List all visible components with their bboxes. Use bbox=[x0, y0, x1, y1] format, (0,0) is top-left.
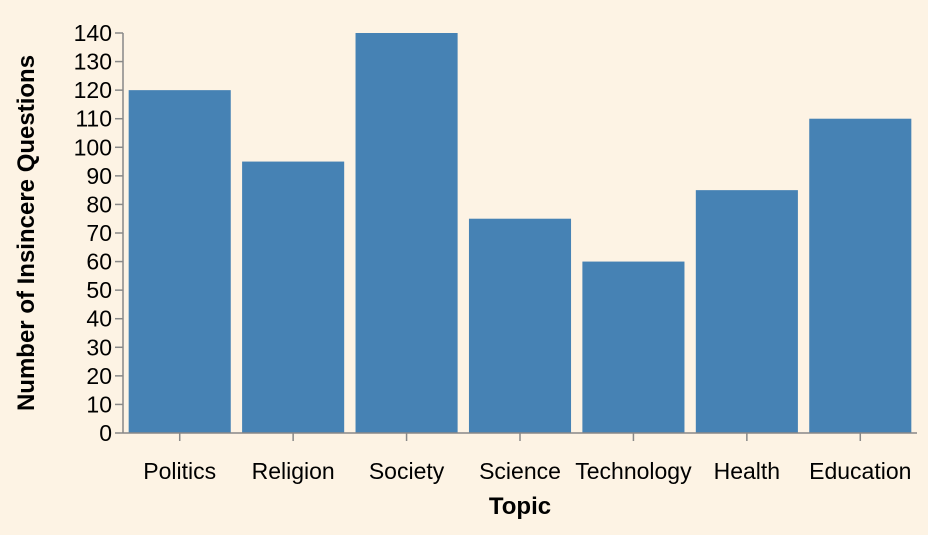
x-axis-title: Topic bbox=[489, 493, 551, 520]
y-tick-label: 70 bbox=[86, 220, 112, 246]
x-axis: Politics Religion Society Science Technology… bbox=[123, 432, 917, 484]
bar-education bbox=[809, 118, 912, 433]
y-tick-label: 100 bbox=[74, 134, 112, 160]
bars-group bbox=[128, 33, 912, 434]
x-tick-label: Science bbox=[479, 458, 561, 484]
y-tick-label: 40 bbox=[86, 306, 112, 332]
y-tick-label: 10 bbox=[86, 391, 112, 417]
x-tick-label: Society bbox=[369, 458, 445, 484]
bar-politics bbox=[128, 90, 231, 434]
y-axis-title: Number of Insincere Questions bbox=[13, 55, 40, 411]
bar-religion bbox=[242, 161, 345, 434]
y-tick-label: 20 bbox=[86, 363, 112, 389]
x-tick-label: Education bbox=[809, 458, 911, 484]
bar-health bbox=[695, 190, 798, 433]
y-tick-label: 120 bbox=[74, 77, 112, 103]
y-tick-label: 130 bbox=[74, 49, 112, 75]
y-tick-label: 30 bbox=[86, 334, 112, 360]
bar-technology bbox=[582, 261, 685, 433]
y-tick-label: 140 bbox=[74, 20, 112, 46]
y-tick-label: 50 bbox=[86, 277, 112, 303]
x-tick-label: Technology bbox=[575, 458, 692, 484]
x-tick-label: Politics bbox=[143, 458, 216, 484]
y-tick-label: 60 bbox=[86, 249, 112, 275]
y-tick-label: 0 bbox=[99, 420, 112, 446]
bar-society bbox=[355, 33, 458, 433]
y-tick-label: 80 bbox=[86, 191, 112, 217]
y-tick-label: 110 bbox=[75, 106, 112, 132]
y-tick-label: 90 bbox=[86, 163, 112, 189]
bar-science bbox=[468, 218, 572, 433]
x-tick-label: Health bbox=[714, 458, 780, 484]
x-tick-label: Religion bbox=[252, 458, 335, 484]
